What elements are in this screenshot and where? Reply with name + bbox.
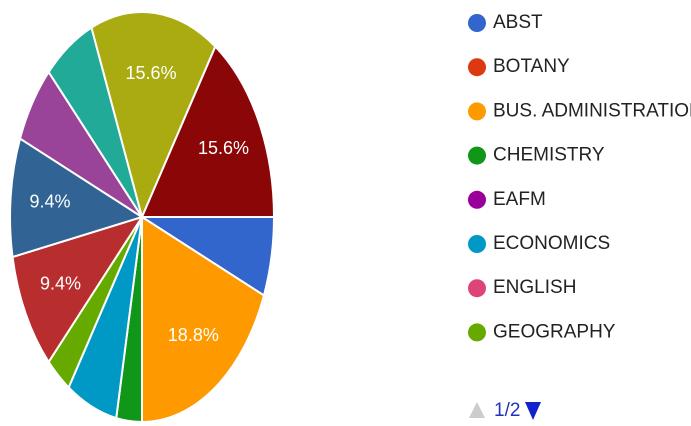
data-label: 9.4%	[30, 192, 71, 212]
data-label: 15.6%	[198, 138, 249, 158]
pie-slice	[11, 215, 145, 364]
legend-marker	[468, 14, 486, 32]
legend-label: EAFM	[493, 189, 546, 210]
legend-marker	[468, 279, 486, 298]
legend-marker	[468, 235, 486, 253]
legend-marker	[468, 190, 486, 209]
legend-label: CHEMISTRY	[493, 145, 605, 166]
legend-label: GEOGRAPHY	[493, 321, 616, 342]
legend-marker	[468, 146, 486, 165]
pager-next[interactable]	[525, 402, 541, 420]
pie-slice	[141, 215, 266, 424]
legend-label: BOTANY	[493, 56, 570, 77]
legend-label: ECONOMICS	[493, 233, 610, 254]
data-label: 15.6%	[126, 63, 177, 83]
legend-label: ABST	[493, 12, 543, 33]
data-label: 18.8%	[168, 325, 219, 345]
legend-label: BUS. ADMINISTRATION	[493, 100, 691, 121]
pager-text: 1/2	[494, 400, 520, 421]
pie-slice	[9, 136, 145, 259]
pie-slice	[90, 11, 217, 221]
data-label: 9.4%	[40, 273, 81, 293]
legend-marker	[468, 102, 486, 121]
pager-prev[interactable]	[469, 402, 485, 418]
legend-label: ENGLISH	[493, 277, 576, 298]
legend-marker	[468, 323, 486, 342]
pie-slice	[140, 44, 276, 218]
legend-marker	[468, 58, 486, 77]
